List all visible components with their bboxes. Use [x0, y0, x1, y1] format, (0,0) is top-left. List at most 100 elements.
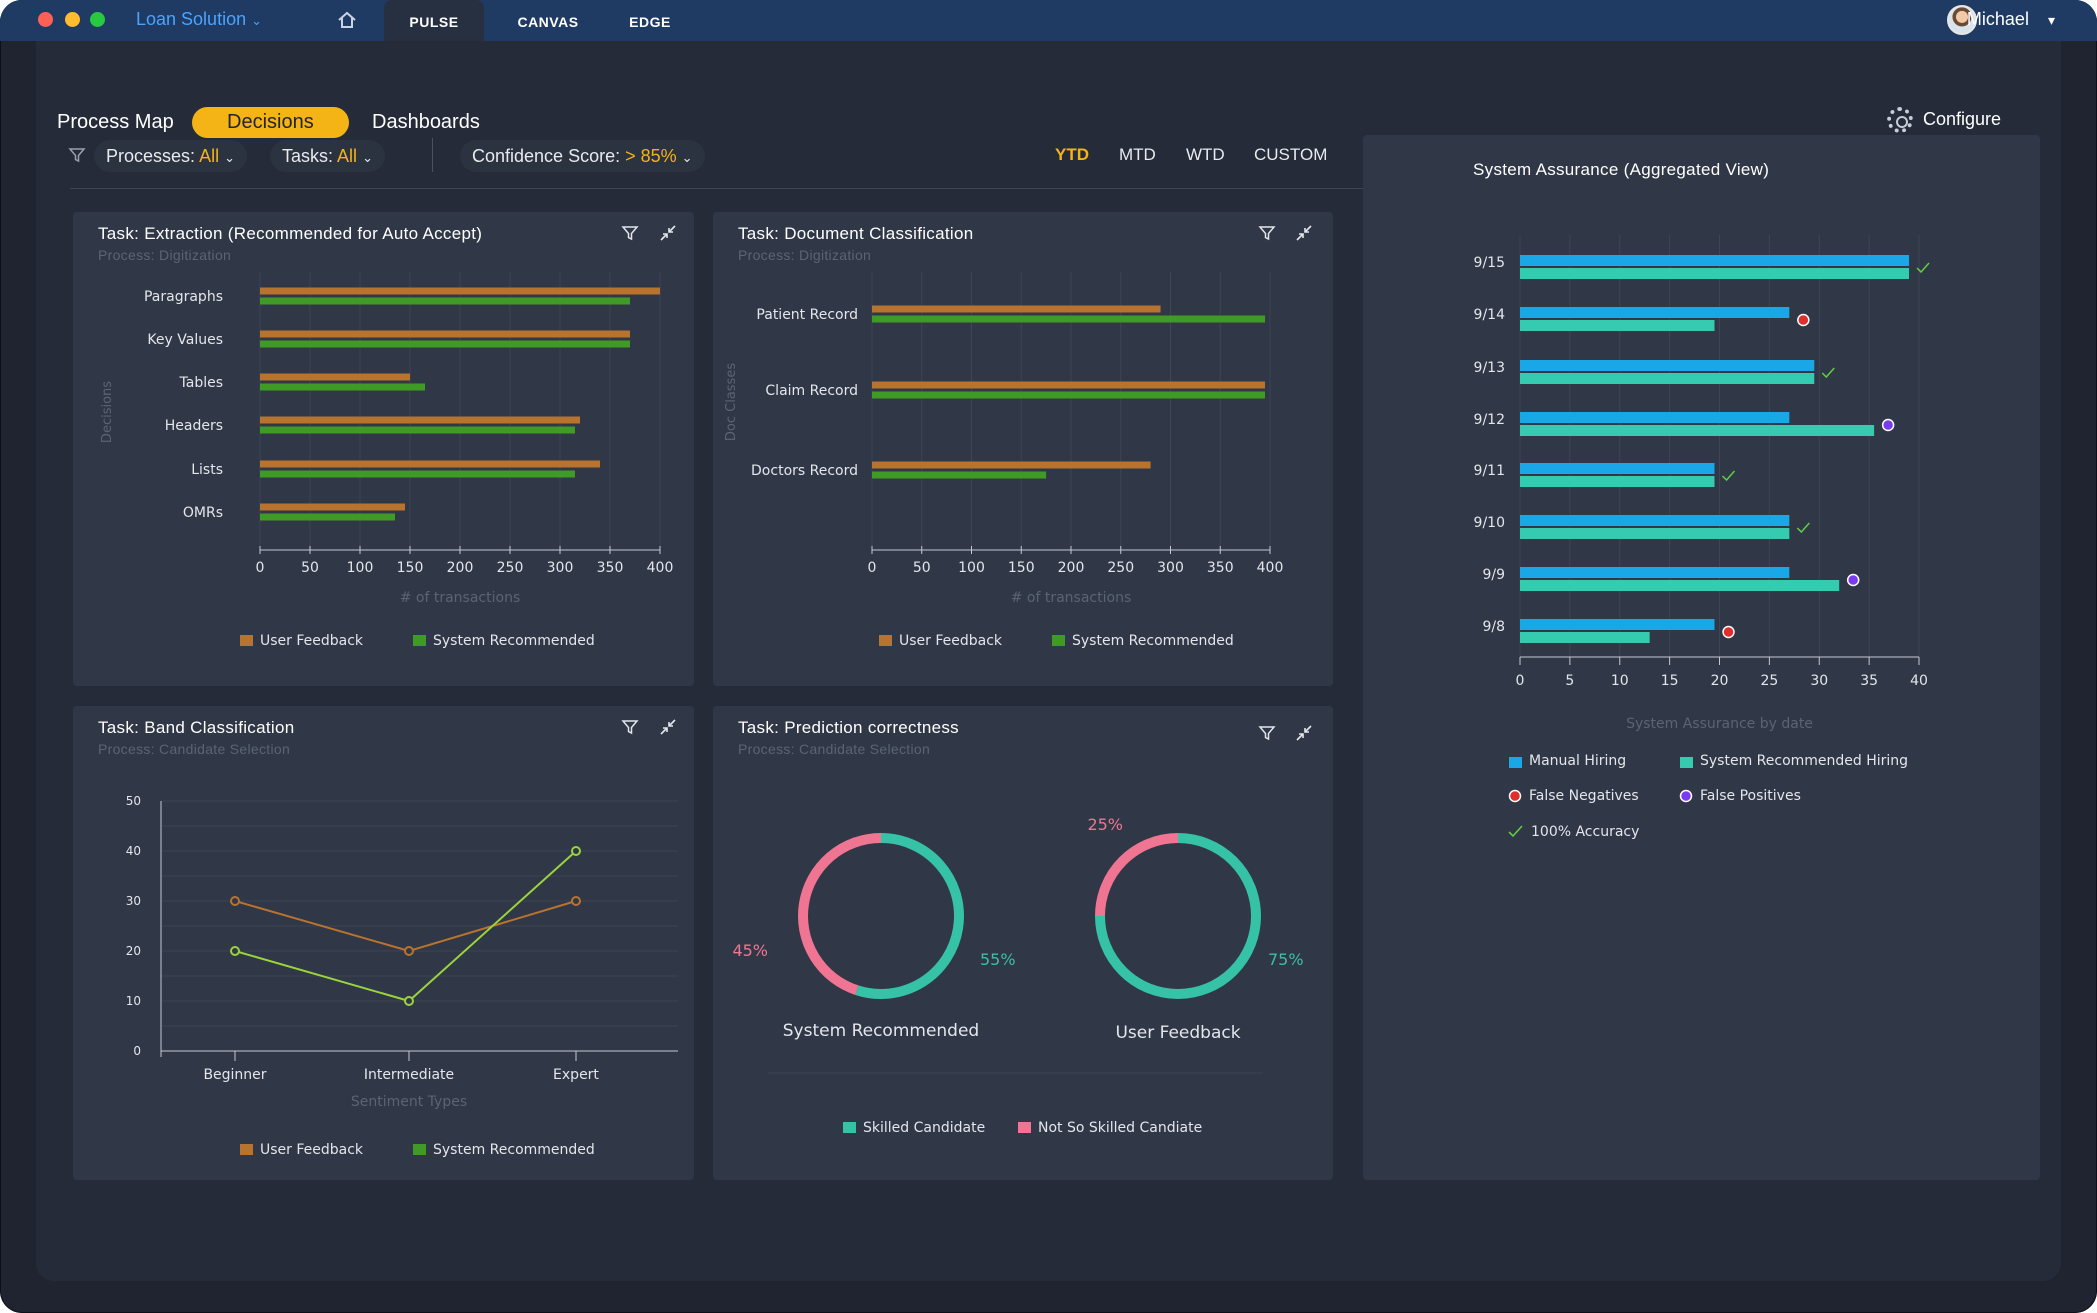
x-tick-label: 200 [447, 560, 474, 576]
bar [260, 373, 410, 381]
range-wtd[interactable]: WTD [1186, 145, 1225, 164]
filter-icon[interactable] [1258, 224, 1276, 242]
confidence-score-value: > 85% [625, 146, 677, 166]
tasks-filter[interactable]: Tasks: All ⌄ [270, 140, 385, 172]
bar [260, 503, 405, 511]
collapse-icon[interactable] [659, 718, 677, 736]
x-tick-label: 300 [547, 560, 574, 576]
minimize-window-button[interactable] [65, 12, 80, 27]
y-axis-title: Doc Classes [724, 363, 739, 441]
user-menu[interactable]: Michael ▾ [1967, 9, 2055, 30]
x-tick-label: 150 [1008, 560, 1035, 576]
subnav-process-map[interactable]: Process Map [57, 111, 174, 133]
category-label: 9/14 [1474, 307, 1506, 323]
maximize-window-button[interactable] [90, 12, 105, 27]
y-tick-label: 20 [126, 944, 141, 958]
bar [1520, 268, 1910, 279]
bar [872, 461, 1151, 469]
bar [872, 315, 1266, 323]
x-tick-label: 15 [1661, 673, 1679, 689]
bar [1520, 619, 1715, 630]
legend-swatch [1052, 635, 1065, 646]
legend-swatch [1509, 757, 1522, 768]
tab-edge[interactable]: EDGE [629, 14, 671, 30]
category-label: Claim Record [765, 383, 858, 399]
x-tick-label: 350 [1207, 560, 1234, 576]
panel-title: Task: Document Classification [738, 224, 974, 243]
x-tick-label: 400 [647, 560, 674, 576]
x-tick-label: 30 [1810, 673, 1828, 689]
bar [260, 460, 600, 468]
x-tick-label: 25 [1760, 673, 1778, 689]
range-custom[interactable]: CUSTOM [1254, 145, 1328, 164]
y-tick-label: 50 [126, 794, 141, 808]
confidence-score-filter[interactable]: Confidence Score: > 85% ⌄ [460, 140, 705, 172]
avatar[interactable] [1947, 5, 1977, 35]
tab-canvas[interactable]: CANVAS [517, 14, 579, 30]
bar [872, 305, 1161, 313]
accuracy-check-icon [1721, 470, 1736, 482]
legend-swatch [1680, 757, 1693, 768]
slice-label: 75% [1268, 950, 1304, 969]
filter-icon[interactable] [68, 146, 86, 164]
x-tick-label: 10 [1611, 673, 1629, 689]
category-label: Patient Record [756, 307, 858, 323]
category-label: 9/13 [1474, 360, 1505, 376]
donut-slice [798, 833, 882, 995]
false-negative-marker [1722, 625, 1735, 639]
x-tick-label: 50 [301, 560, 319, 576]
tasks-filter-label: Tasks: [282, 146, 334, 166]
close-window-button[interactable] [38, 12, 53, 27]
legend-label: User Feedback [899, 633, 1003, 649]
x-tick-label: 5 [1565, 673, 1574, 689]
category-label: Paragraphs [144, 289, 223, 305]
collapse-icon[interactable] [659, 224, 677, 242]
processes-filter-value: All [199, 146, 220, 166]
x-tick-label: 200 [1058, 560, 1085, 576]
x-axis-title: Sentiment Types [351, 1094, 467, 1110]
configure-label: Configure [1922, 109, 2001, 129]
home-icon[interactable] [336, 9, 358, 31]
legend-label: Manual Hiring [1529, 753, 1626, 769]
chevron-down-icon: ⌄ [362, 150, 373, 165]
category-label: Doctors Record [751, 463, 858, 479]
subnav-decisions[interactable]: Decisions [192, 107, 349, 138]
collapse-icon[interactable] [1295, 224, 1313, 242]
filter-icon[interactable] [621, 224, 639, 242]
donut-slice [1095, 833, 1261, 999]
panel-title: Task: Band Classification [98, 718, 295, 737]
filter-icon[interactable] [1258, 724, 1276, 742]
bar [1520, 632, 1650, 643]
range-ytd[interactable]: YTD [1055, 145, 1089, 164]
category-label: 9/10 [1474, 515, 1505, 531]
filter-icon[interactable] [621, 718, 639, 736]
chevron-down-icon: ⌄ [224, 150, 235, 165]
legend-swatch [413, 635, 426, 646]
bar [260, 297, 630, 305]
subnav-dashboards[interactable]: Dashboards [372, 111, 480, 133]
gear-icon [1886, 107, 1913, 134]
app-switcher[interactable]: Loan Solution ⌄ [136, 9, 262, 30]
donut-slice [855, 833, 964, 999]
bar [872, 381, 1266, 389]
bar [1520, 412, 1790, 423]
tab-pulse[interactable]: PULSE [384, 0, 484, 41]
data-point [404, 946, 414, 956]
accuracy-check-icon [1508, 825, 1523, 838]
bar [260, 416, 580, 424]
category-label: 9/12 [1474, 412, 1505, 428]
configure-button[interactable]: Configure [1886, 105, 2001, 134]
extraction-chart: 0 50 100 150 200 250 300 350 400 Paragraphs Key Va… [100, 272, 674, 649]
bar [260, 426, 575, 434]
processes-filter[interactable]: Processes: All ⌄ [94, 140, 247, 172]
bar [1520, 528, 1790, 539]
prediction-panel: Task: Prediction correctness Process: Ca… [713, 706, 1333, 1180]
range-mtd[interactable]: MTD [1119, 145, 1156, 164]
collapse-icon[interactable] [1295, 724, 1313, 742]
data-point [571, 846, 581, 856]
chevron-down-icon: ⌄ [681, 150, 693, 165]
bar [260, 340, 630, 348]
panel-subtitle: Process: Digitization [98, 247, 232, 263]
legend-swatch [413, 1144, 426, 1155]
